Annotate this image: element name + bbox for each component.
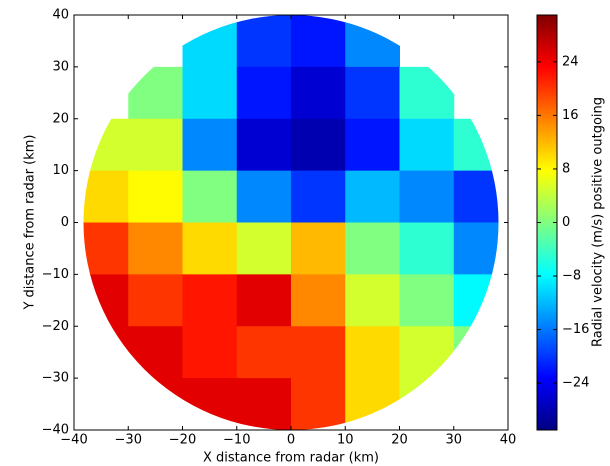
cell — [291, 15, 346, 68]
colorbar-tick-label: −24 — [562, 376, 589, 391]
cell — [453, 170, 499, 223]
y-tick-label: 0 — [61, 215, 69, 230]
cell — [182, 66, 238, 120]
colorbar-label: Radial velocity (m/s) positive outgoing — [591, 97, 606, 347]
cell — [291, 118, 346, 172]
cell — [128, 66, 183, 120]
cell — [83, 326, 129, 379]
cell — [399, 274, 455, 327]
cell — [236, 274, 292, 327]
cell — [182, 274, 238, 327]
cell — [236, 118, 292, 172]
x-tick-label: 30 — [445, 433, 462, 448]
x-tick-label: −40 — [60, 433, 87, 448]
colorbar-tick-label: 16 — [562, 108, 579, 123]
cell — [128, 170, 183, 223]
cell — [291, 326, 346, 379]
y-tick-label: 10 — [52, 163, 69, 178]
cell — [345, 66, 400, 120]
x-tick-label: 0 — [287, 433, 295, 448]
cell — [182, 15, 238, 68]
cell — [291, 170, 346, 223]
cell — [236, 170, 292, 223]
cell — [453, 274, 499, 327]
cell — [128, 118, 183, 172]
cell — [128, 274, 183, 327]
cell — [236, 222, 292, 275]
cell — [291, 222, 346, 275]
cell — [83, 274, 129, 327]
x-axis-label: X distance from radar (km) — [203, 451, 379, 466]
y-tick-label: 30 — [52, 59, 69, 74]
radar-field — [83, 15, 499, 430]
cell — [345, 378, 400, 430]
x-tick-label: 40 — [500, 433, 517, 448]
y-tick-label: −40 — [42, 423, 69, 438]
cell — [182, 326, 238, 379]
y-tick-label: −20 — [42, 319, 69, 334]
cell — [291, 274, 346, 327]
cell — [291, 66, 346, 120]
colorbar-tick-label: 8 — [562, 161, 570, 176]
colorbar-tick-label: −16 — [562, 322, 589, 337]
x-tick-label: −20 — [169, 433, 196, 448]
colorbar-tick-label: 0 — [562, 215, 570, 230]
cell — [345, 170, 400, 223]
cell — [453, 326, 499, 379]
x-tick-label: 20 — [391, 433, 408, 448]
cell — [182, 222, 238, 275]
x-tick-label: −30 — [115, 433, 142, 448]
cell — [345, 326, 400, 379]
cell — [345, 15, 400, 68]
cell — [182, 378, 238, 430]
cell — [83, 222, 129, 275]
cell — [182, 118, 238, 172]
cell — [399, 66, 455, 120]
cell — [236, 66, 292, 120]
cell — [399, 170, 455, 223]
cell — [399, 222, 455, 275]
cell — [453, 222, 499, 275]
cell — [345, 222, 400, 275]
cell — [83, 118, 129, 172]
cell — [236, 326, 292, 379]
cell — [236, 378, 292, 430]
cell — [291, 378, 346, 430]
y-tick-label: −30 — [42, 371, 69, 386]
x-tick-label: 10 — [337, 433, 354, 448]
colorbar-tick-label: −8 — [562, 269, 581, 284]
y-tick-label: 40 — [52, 8, 69, 23]
cell — [182, 170, 238, 223]
cell — [345, 118, 400, 172]
cell — [128, 326, 183, 379]
cell — [128, 378, 183, 430]
x-tick-label: −10 — [223, 433, 250, 448]
y-tick-label: 20 — [52, 111, 69, 126]
cell — [128, 222, 183, 275]
y-axis-label: Y distance from radar (km) — [23, 134, 38, 310]
colorbar-tick-label: 24 — [562, 54, 579, 69]
cell — [83, 170, 129, 223]
cell — [345, 274, 400, 327]
cell — [399, 326, 455, 379]
cell — [236, 15, 292, 68]
cell — [453, 118, 499, 172]
cell — [399, 118, 455, 172]
y-tick-label: −10 — [42, 267, 69, 282]
cell — [399, 378, 455, 430]
